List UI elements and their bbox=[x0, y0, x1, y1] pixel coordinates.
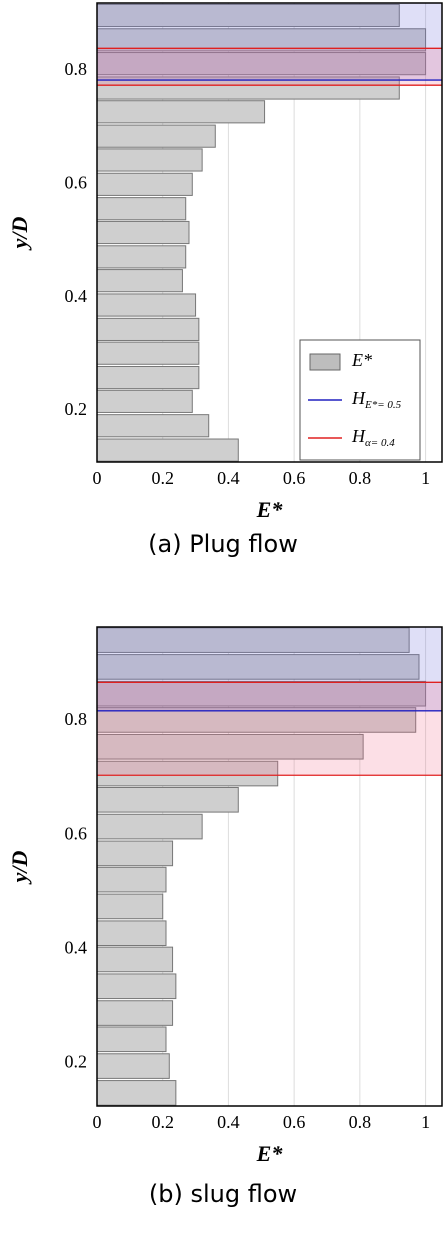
y-tick-label: 0.2 bbox=[65, 399, 88, 419]
x-tick-label: 0.8 bbox=[349, 468, 372, 488]
bar bbox=[96, 220, 190, 245]
bar bbox=[96, 365, 200, 390]
bar bbox=[96, 293, 197, 317]
bar bbox=[96, 438, 239, 462]
bar bbox=[96, 197, 187, 221]
bar bbox=[96, 840, 174, 867]
bar bbox=[96, 680, 427, 707]
legend-label: E* bbox=[351, 350, 372, 370]
bar bbox=[96, 627, 410, 653]
legend-label: Hα= 0.4 bbox=[351, 426, 395, 448]
bar bbox=[96, 148, 203, 172]
x-tick-label: 0.8 bbox=[349, 1112, 372, 1132]
bar bbox=[96, 707, 417, 733]
y-tick-label: 0.2 bbox=[65, 1051, 88, 1071]
y-tick-label: 0.8 bbox=[65, 709, 88, 729]
blue-region bbox=[97, 627, 442, 711]
y-axis-label: y/D bbox=[7, 217, 32, 252]
x-axis-label: E* bbox=[256, 497, 284, 522]
bar bbox=[96, 389, 193, 413]
bar bbox=[96, 973, 177, 1000]
bar bbox=[96, 920, 167, 947]
bar bbox=[96, 1026, 167, 1053]
y-tick-label: 0.6 bbox=[65, 823, 88, 843]
blue-region bbox=[97, 3, 442, 81]
x-tick-label: 0.6 bbox=[283, 1112, 306, 1132]
caption: (a) Plug flow bbox=[148, 530, 298, 558]
bar bbox=[96, 414, 210, 438]
x-tick-label: 0.6 bbox=[283, 468, 306, 488]
bar bbox=[96, 813, 203, 840]
x-tick-label: 1 bbox=[421, 1112, 430, 1132]
bar bbox=[96, 100, 266, 124]
bar bbox=[96, 893, 164, 920]
legend-sub: α= 0.4 bbox=[365, 437, 395, 449]
bar bbox=[96, 269, 183, 293]
bar bbox=[96, 1000, 174, 1026]
legend-main: E* bbox=[351, 350, 372, 370]
y-tick-label: 0.4 bbox=[65, 937, 88, 957]
x-tick-label: 0.2 bbox=[151, 1112, 174, 1132]
x-tick-label: 1 bbox=[421, 468, 430, 488]
bar bbox=[96, 733, 364, 760]
x-tick-label: 0 bbox=[93, 1112, 102, 1132]
legend-main: H bbox=[351, 426, 366, 446]
bar bbox=[96, 946, 174, 973]
x-tick-label: 0.2 bbox=[151, 468, 174, 488]
plot-frame bbox=[96, 626, 443, 1107]
y-tick-label: 0.8 bbox=[65, 59, 88, 79]
legend-main: H bbox=[351, 388, 366, 408]
legend-swatch bbox=[309, 353, 341, 371]
legend-label: HE*= 0.5 bbox=[351, 388, 402, 410]
y-tick-label: 0.6 bbox=[65, 172, 88, 192]
y-axis-label: y/D bbox=[7, 851, 32, 886]
bar bbox=[96, 786, 239, 813]
bar bbox=[96, 1053, 170, 1079]
bar bbox=[96, 124, 216, 148]
bar bbox=[96, 866, 167, 893]
x-tick-label: 0.4 bbox=[217, 1112, 240, 1132]
y-tick-label: 0.4 bbox=[65, 286, 88, 306]
caption: (b) slug flow bbox=[149, 1180, 297, 1208]
bar bbox=[96, 1080, 177, 1106]
x-tick-label: 0.4 bbox=[217, 468, 240, 488]
bar bbox=[96, 654, 420, 680]
bar bbox=[96, 172, 193, 196]
bar bbox=[96, 341, 200, 365]
bar bbox=[96, 317, 200, 341]
plot-frame bbox=[96, 2, 443, 463]
x-axis-label: E* bbox=[256, 1141, 284, 1166]
legend-sub: E*= 0.5 bbox=[364, 399, 402, 411]
red-region bbox=[97, 48, 442, 86]
x-tick-label: 0 bbox=[93, 468, 102, 488]
red-region bbox=[97, 682, 442, 776]
bar bbox=[96, 245, 187, 269]
